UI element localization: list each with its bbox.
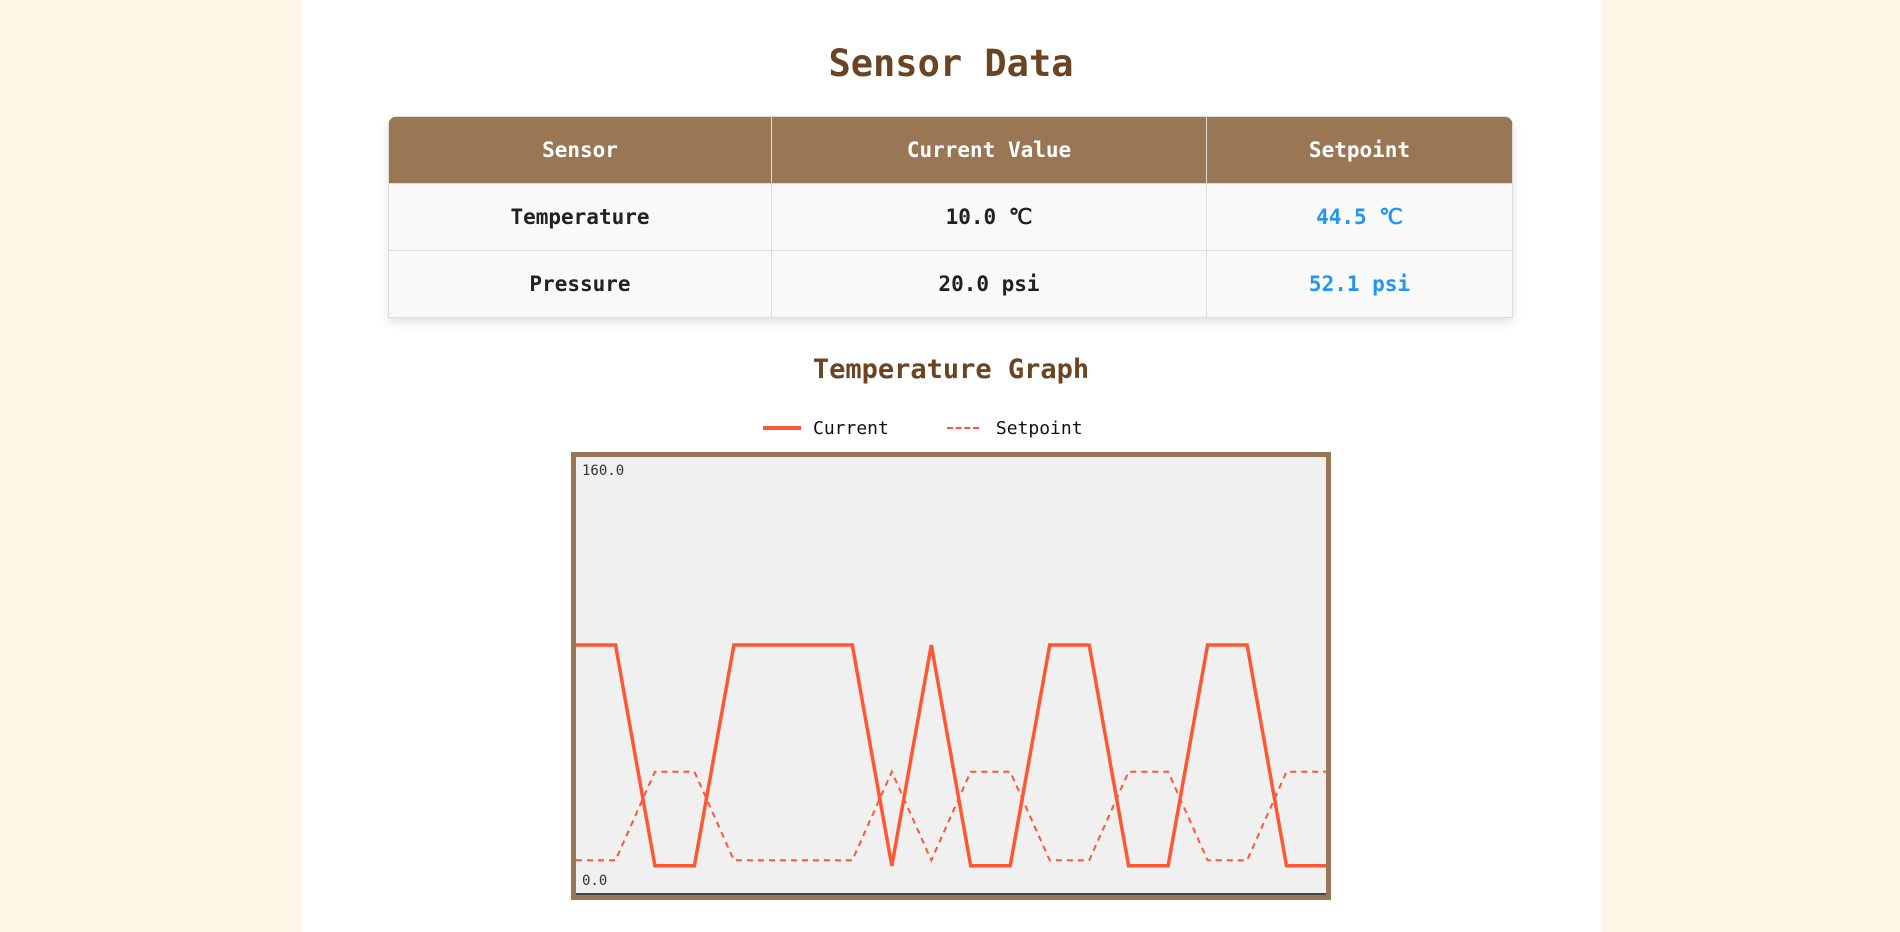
solid-line-icon: [763, 426, 801, 430]
current-value: 10.0 ℃: [771, 183, 1207, 251]
sensor-table: Sensor Current Value Setpoint Temperatur…: [388, 116, 1513, 318]
temperature-graph: 160.0 0.0: [571, 452, 1331, 900]
setpoint-line: [576, 769, 1326, 863]
column-header-setpoint: Setpoint: [1206, 116, 1513, 184]
legend-label: Current: [813, 417, 889, 439]
legend-label: Setpoint: [995, 417, 1083, 439]
dashed-line-icon: [946, 427, 979, 429]
column-header-current-value: Current Value: [771, 116, 1207, 184]
setpoint-value: 44.5 ℃: [1206, 183, 1513, 251]
page-title: Sensor Data: [828, 42, 1074, 85]
current-value: 20.0 psi: [771, 250, 1207, 318]
column-header-sensor: Sensor: [388, 116, 772, 184]
sensor-name: Temperature: [388, 183, 772, 251]
y-axis-min-label: 0.0: [582, 873, 608, 889]
chart-legend: Current Setpoint: [763, 416, 1141, 440]
legend-item-current[interactable]: Current: [763, 418, 889, 439]
y-axis-max-label: 160.0: [582, 463, 625, 479]
graph-title: Temperature Graph: [812, 354, 1090, 385]
table-row: Temperature 10.0 ℃ 44.5 ℃: [388, 183, 1513, 251]
table-header-row: Sensor Current Value Setpoint: [388, 116, 1513, 184]
current-line: [576, 643, 1326, 868]
page-container: Sensor Data Sensor Current Value Setpoin…: [301, 0, 1601, 932]
legend-item-setpoint[interactable]: Setpoint: [946, 417, 1083, 439]
sensor-name: Pressure: [388, 250, 772, 318]
table-row: Pressure 20.0 psi 52.1 psi: [388, 250, 1513, 318]
chart-canvas: [576, 643, 1326, 868]
setpoint-value: 52.1 psi: [1206, 250, 1513, 318]
x-axis-line: [576, 893, 1326, 895]
